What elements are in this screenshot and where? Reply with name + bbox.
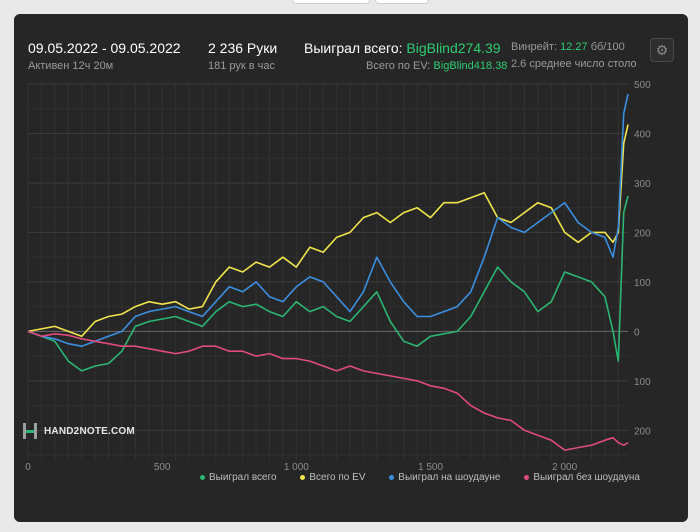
winrate: Винрейт: 12.27 бб/100 bbox=[511, 41, 625, 53]
y-tick-label: 100 bbox=[634, 278, 651, 289]
grid-layer bbox=[27, 83, 628, 460]
hands-per-hour: 181 рук в час bbox=[208, 60, 276, 72]
won-total-value: BigBlind274.39 bbox=[406, 40, 501, 56]
x-tick-label: 2 000 bbox=[552, 462, 577, 473]
series-line-1 bbox=[27, 195, 629, 372]
y-tick-label: 200 bbox=[634, 426, 651, 437]
legend-label: Выиграл на шоудауне bbox=[398, 472, 501, 483]
y-tick-label: 200 bbox=[634, 228, 651, 239]
hands-count: 2 236 Руки bbox=[208, 40, 278, 56]
legend-dot-icon bbox=[300, 475, 306, 480]
settings-gear-icon[interactable]: ⚙ bbox=[650, 38, 674, 62]
date-range: 09.05.2022 - 09.05.2022 bbox=[28, 40, 181, 56]
x-tick-label: 0 bbox=[25, 462, 31, 473]
y-tick-label: 100 bbox=[634, 377, 651, 388]
ev-total: Всего по EV: BigBlind418.38 bbox=[366, 60, 507, 72]
y-tick-label: 0 bbox=[634, 327, 640, 338]
series-line-3 bbox=[27, 93, 629, 347]
series-layer bbox=[27, 93, 629, 451]
avg-tables: 2.6 среднее число столов bbox=[511, 58, 637, 70]
legend-label: Выиграл без шоудауна bbox=[533, 472, 640, 483]
legend-item-4[interactable]: Выиграл без шоудауна bbox=[524, 472, 640, 483]
legend-dot-icon bbox=[200, 475, 205, 480]
ev-total-label: Всего по EV: bbox=[366, 60, 431, 72]
y-tick-label: 400 bbox=[634, 129, 651, 140]
x-tick-label: 500 bbox=[154, 462, 171, 473]
stats-panel: 09.05.2022 - 09.05.2022 Активен 12ч 20м … bbox=[14, 14, 688, 522]
ev-total-value: BigBlind418.38 bbox=[433, 60, 508, 72]
winrate-label: Винрейт: bbox=[511, 41, 558, 53]
y-tick-label: 500 bbox=[634, 80, 651, 91]
legend-label: Всего по EV bbox=[309, 472, 366, 483]
legend-item-2[interactable]: Всего по EV bbox=[300, 472, 365, 483]
hand2note-logo: HAND2NOTE.COM bbox=[22, 422, 135, 440]
y-tick-label: 300 bbox=[634, 179, 651, 190]
hand2note-logo-text: HAND2NOTE.COM bbox=[44, 425, 135, 437]
legend-dot-icon bbox=[524, 475, 530, 480]
won-total-label: Выиграл всего: bbox=[304, 40, 403, 56]
winrate-unit: бб/100 bbox=[590, 41, 625, 53]
won-total: Выиграл всего: BigBlind274.39 bbox=[304, 40, 501, 56]
x-tick-label: 1 000 bbox=[284, 462, 309, 473]
series-line-4 bbox=[27, 330, 629, 451]
chart-legend: Выиграл всего Всего по EV Выиграл на шоуда… bbox=[200, 472, 640, 483]
legend-label: Выиграл всего bbox=[209, 472, 277, 483]
x-tick-label: 1 500 bbox=[418, 462, 443, 473]
legend-dot-icon bbox=[389, 475, 395, 480]
legend-item-1[interactable]: Выиграл всего bbox=[200, 472, 277, 483]
legend-item-3[interactable]: Выиграл на шоудауне bbox=[389, 472, 501, 483]
hand2note-logo-icon bbox=[23, 423, 37, 439]
winrate-value: 12.27 bbox=[560, 41, 588, 53]
active-time: Активен 12ч 20м bbox=[28, 60, 114, 72]
